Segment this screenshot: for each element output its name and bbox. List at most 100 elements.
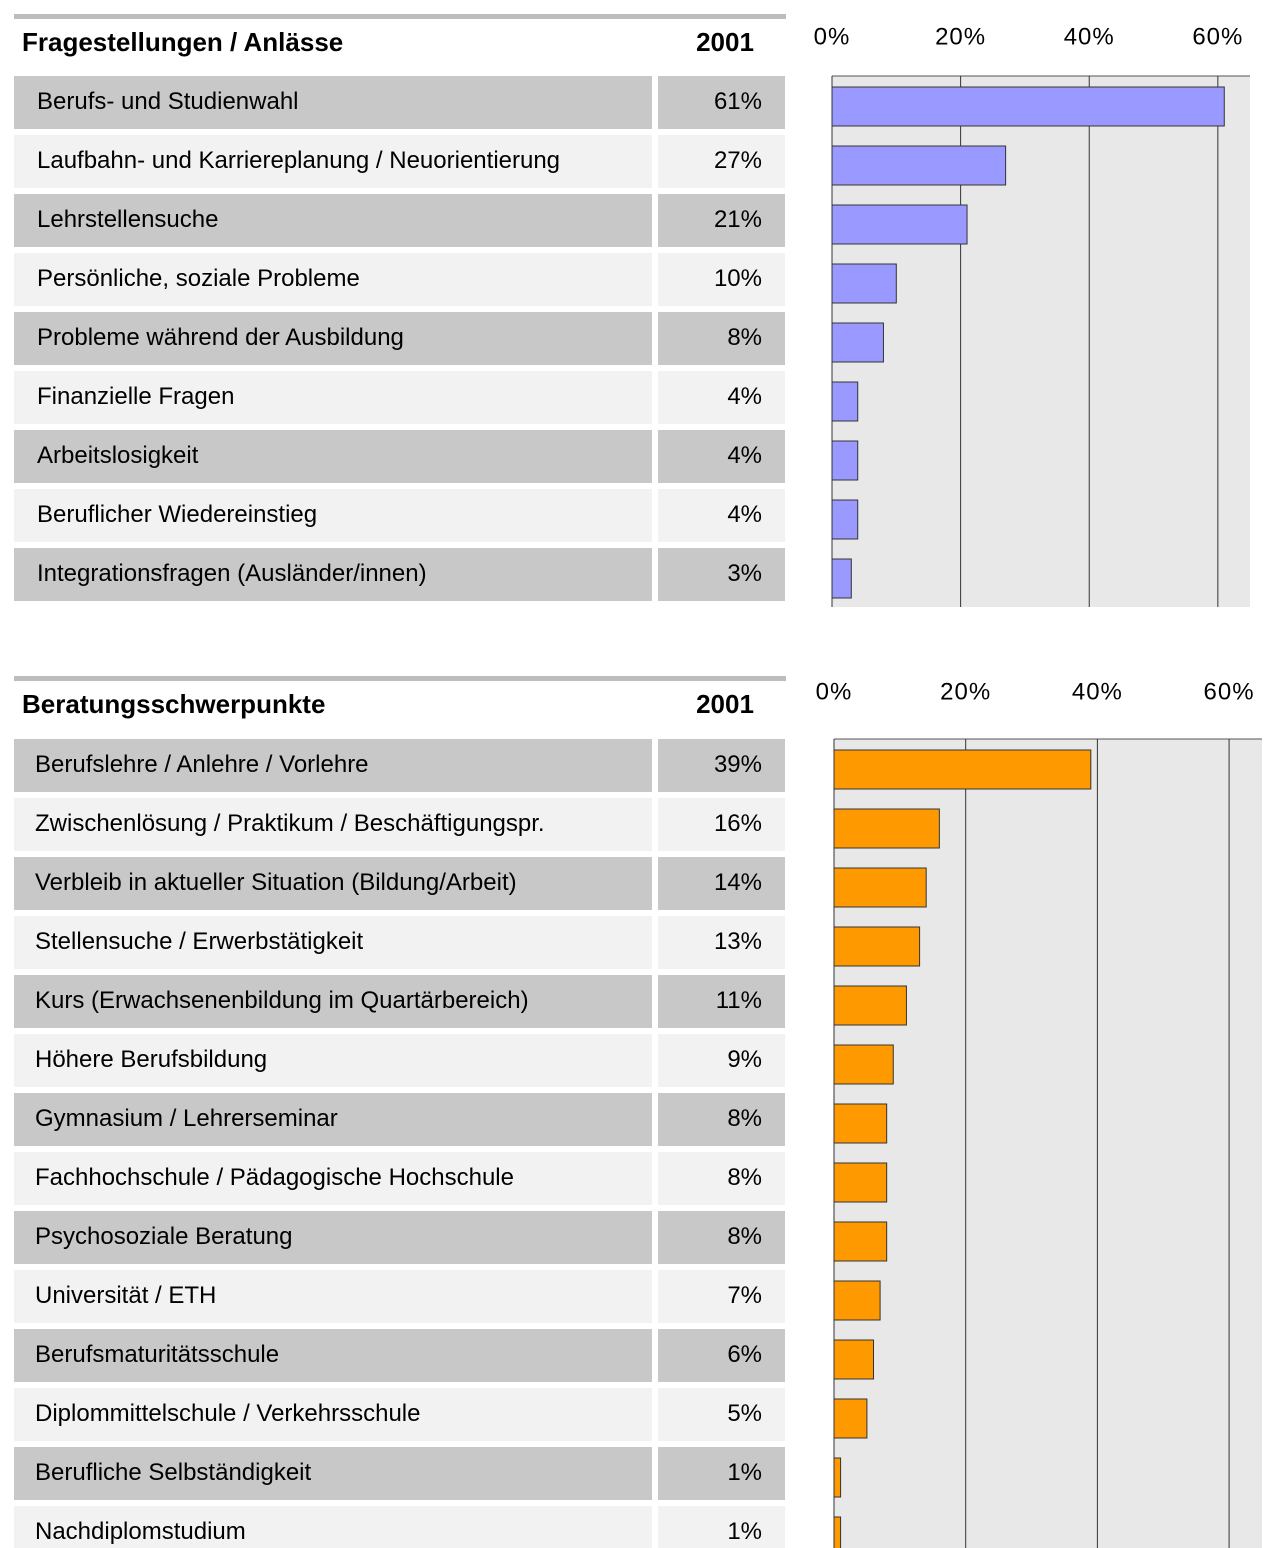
value-label: 1% <box>727 1518 762 1545</box>
row-label-cell <box>14 135 652 188</box>
value-label: 8% <box>727 1164 762 1191</box>
row-value-cell <box>658 1093 785 1146</box>
bar <box>833 749 1092 790</box>
row-label: Berufsmaturitätsschule <box>35 1341 279 1368</box>
row-label-cell <box>14 1447 652 1500</box>
bar <box>833 1516 842 1548</box>
row-label-cell <box>14 1506 652 1548</box>
row-value-cell <box>658 312 785 365</box>
value-label: 1% <box>727 1459 762 1486</box>
row-label-cell <box>14 253 652 306</box>
table-title: Beratungsschwerpunkte <box>22 689 325 719</box>
row-label-cell <box>14 1034 652 1087</box>
bar <box>833 1398 868 1439</box>
bar <box>833 808 940 849</box>
row-label-cell <box>14 1388 652 1441</box>
row-label-cell <box>14 975 652 1028</box>
row-label-cell <box>14 489 652 542</box>
row-label: Nachdiplomstudium <box>35 1518 246 1545</box>
bar <box>831 499 859 540</box>
row-label-cell <box>14 371 652 424</box>
row-value-cell <box>658 739 785 792</box>
row-label-cell <box>14 194 652 247</box>
header-rule <box>14 676 786 681</box>
row-label-cell <box>14 1211 652 1264</box>
row-label-cell <box>14 312 652 365</box>
row-label: Arbeitslosigkeit <box>37 442 199 469</box>
x-tick-label: 0% <box>816 678 853 705</box>
x-tick-label: 60% <box>1192 23 1243 50</box>
row-label: Stellensuche / Erwerbstätigkeit <box>35 928 363 955</box>
bar <box>831 145 1007 186</box>
row-label: Universität / ETH <box>35 1282 216 1309</box>
bar <box>833 1457 842 1498</box>
row-label: Lehrstellensuche <box>37 206 218 233</box>
value-label: 13% <box>714 928 762 955</box>
row-label: Zwischenlösung / Praktikum / Beschäftigu… <box>35 810 545 837</box>
bar <box>831 263 897 304</box>
row-label: Berufs- und Studienwahl <box>37 88 299 115</box>
column-header: 2001 <box>696 689 754 719</box>
value-label: 11% <box>716 987 762 1014</box>
row-value-cell <box>658 430 785 483</box>
row-label: Beruflicher Wiedereinstieg <box>37 501 317 528</box>
value-label: 3% <box>727 560 762 587</box>
value-label: 5% <box>727 1400 762 1427</box>
x-tick-label: 40% <box>1072 678 1123 705</box>
row-label-cell <box>14 857 652 910</box>
bar <box>831 440 859 481</box>
bar <box>831 558 852 599</box>
bar <box>833 867 927 908</box>
value-label: 10% <box>714 265 762 292</box>
value-label: 7% <box>727 1282 762 1309</box>
row-label: Finanzielle Fragen <box>37 383 234 410</box>
row-label: Berufslehre / Anlehre / Vorlehre <box>35 751 369 778</box>
row-label-cell <box>14 739 652 792</box>
row-value-cell <box>658 371 785 424</box>
x-tick-label: 60% <box>1204 678 1255 705</box>
bar <box>831 204 968 245</box>
bar <box>833 1221 888 1262</box>
row-value-cell <box>658 1329 785 1382</box>
row-label-cell <box>14 1329 652 1382</box>
column-header: 2001 <box>696 27 754 57</box>
row-label: Gymnasium / Lehrerseminar <box>35 1105 338 1132</box>
bar <box>833 1044 894 1085</box>
x-tick-label: 0% <box>814 23 851 50</box>
value-label: 16% <box>714 810 762 837</box>
row-label-cell <box>14 1152 652 1205</box>
value-label: 8% <box>727 1223 762 1250</box>
row-value-cell <box>658 253 785 306</box>
row-label: Höhere Berufsbildung <box>35 1046 267 1073</box>
row-value-cell <box>658 1506 785 1548</box>
value-label: 4% <box>727 442 762 469</box>
value-label: 4% <box>727 501 762 528</box>
row-label-cell <box>14 76 652 129</box>
value-label: 8% <box>727 1105 762 1132</box>
row-value-cell <box>658 548 785 601</box>
bar <box>833 1162 888 1203</box>
row-label: Verbleib in aktueller Situation (Bildung… <box>35 869 517 896</box>
row-label: Integrationsfragen (Ausländer/innen) <box>37 560 427 587</box>
row-label-cell <box>14 798 652 851</box>
value-label: 21% <box>714 206 762 233</box>
x-tick-label: 40% <box>1064 23 1115 50</box>
row-value-cell <box>658 135 785 188</box>
bar <box>833 1339 875 1380</box>
bar <box>833 985 907 1026</box>
value-label: 6% <box>727 1341 762 1368</box>
bar <box>833 1103 888 1144</box>
bar <box>833 1280 881 1321</box>
row-label-cell <box>14 430 652 483</box>
value-label: 9% <box>727 1046 762 1073</box>
row-value-cell <box>658 1211 785 1264</box>
row-label-cell <box>14 548 652 601</box>
row-label: Psychosoziale Beratung <box>35 1223 292 1250</box>
value-label: 14% <box>714 869 762 896</box>
header-rule <box>14 14 786 19</box>
row-value-cell <box>658 1447 785 1500</box>
row-value-cell <box>658 1388 785 1441</box>
value-label: 61% <box>714 88 762 115</box>
x-tick-label: 20% <box>940 678 991 705</box>
row-value-cell <box>658 975 785 1028</box>
